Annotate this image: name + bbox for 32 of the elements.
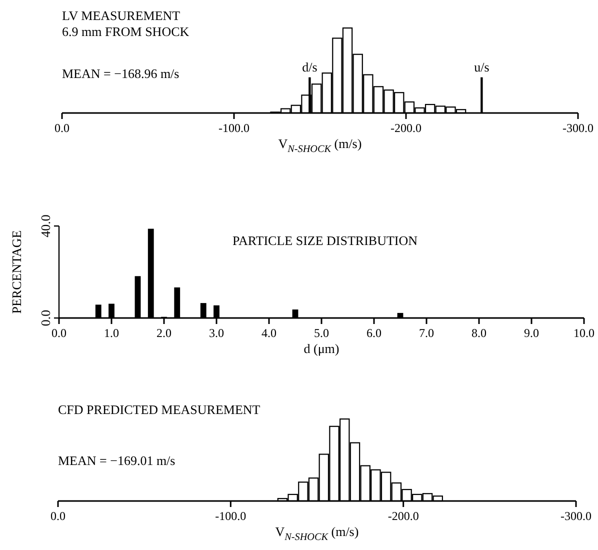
x-tick-label: -100.0 [218,121,250,135]
x-tick-label: 8.0 [472,326,486,340]
x-tick-label: -200.0 [388,509,419,523]
x-tick-label: -100.0 [215,509,246,523]
annotation: MEAN = −169.01 m/s [58,453,176,468]
x-tick-label: -200.0 [390,121,422,135]
y-axis-title: PERCENTAGE [9,230,24,314]
x-tick-label: -300.0 [562,121,594,135]
x-tick-label: 7.0 [419,326,434,340]
x-tick-label: 0.0 [50,509,66,523]
chart-title: LV MEASUREMENT [62,8,180,23]
text: PARTICLE SIZE DISTRIBUTION [232,233,418,248]
x-tick-label: 5.0 [314,326,329,340]
x-axis-title: d (μm) [304,341,340,356]
x-tick-label: 1.0 [104,326,119,340]
x-tick-label: 0.0 [52,326,66,340]
x-axis-title: V$_{N-SHOCK}$ (m/s) [275,524,359,543]
annotation: MEAN = −168.96 m/s [62,66,180,81]
x-tick-label: 4.0 [262,326,276,340]
x-tick-label: 2.0 [156,326,172,340]
y-tick-label: 40.0 [38,214,53,238]
x-tick-label: 3.0 [209,326,224,340]
x-tick-label: 6.0 [366,326,382,340]
chart-title: CFD PREDICTED MEASUREMENT [58,402,260,417]
x-tick-label: 10.0 [574,326,594,340]
x-tick-label: -300.0 [560,509,592,523]
x-axis-title: V$_{N-SHOCK}$ (m/s) [278,136,362,155]
ref-line-label: d/s [302,59,318,74]
x-tick-label: 0.0 [54,121,70,135]
chart-subtitle: 6.9 mm FROM SHOCK [62,24,190,39]
x-tick-label: 9.0 [524,326,539,340]
ref-line-label: u/s [474,59,490,74]
